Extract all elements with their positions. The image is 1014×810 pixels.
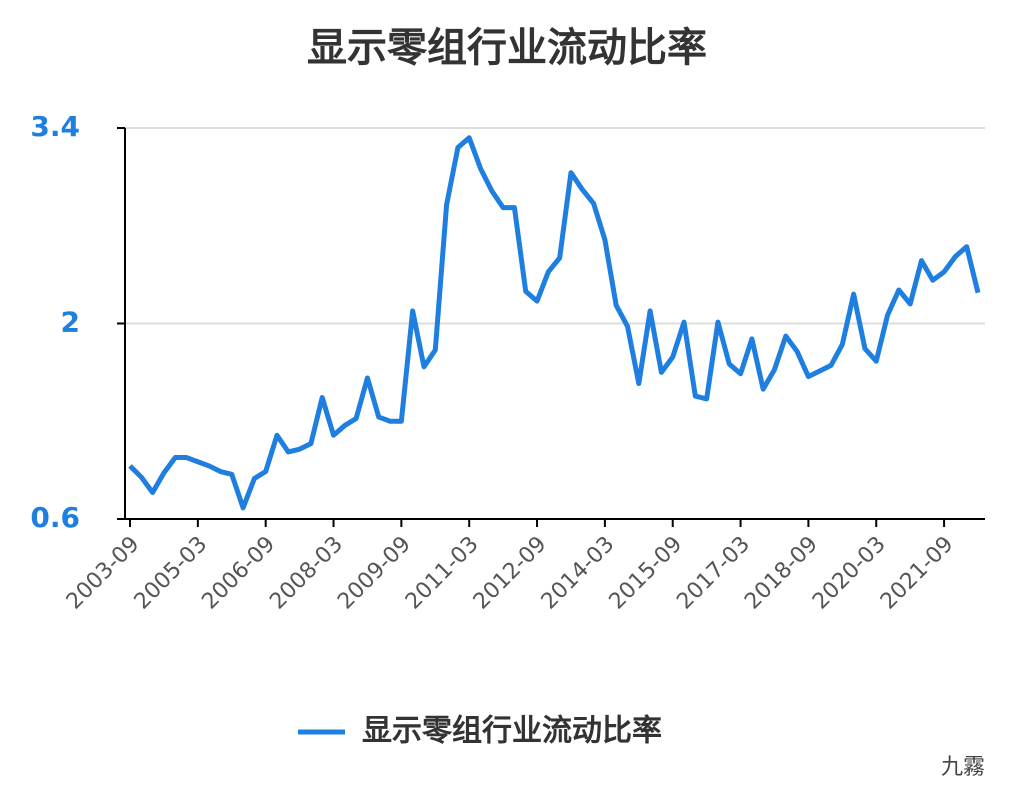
x-tick-label: 2021-09 [876,532,959,615]
x-tick-label: 2015-09 [605,532,688,615]
x-tick-label: 2006-09 [197,532,280,615]
x-tick-label: 2011-03 [401,532,484,615]
x-tick-label: 2012-09 [469,532,552,615]
x-tick-label: 2003-09 [62,532,145,615]
chart-title: 显示零组行业流动比率 [307,25,707,71]
y-tick-label: 2 [61,306,80,339]
line-series [128,135,981,511]
x-tick-label: 2005-03 [130,532,213,615]
watermark: 九霧 [941,755,985,780]
x-tick-label: 2008-03 [265,532,348,615]
legend-label: 显示零组行业流动比率 [362,714,662,749]
x-tick-label: 2020-03 [808,532,891,615]
y-tick-label: 3.4 [30,110,80,143]
x-tick-label: 2018-09 [740,532,823,615]
y-tick-label: 0.6 [30,501,80,534]
x-tick-label: 2014-03 [537,532,620,615]
x-tick-label: 2017-03 [672,532,755,615]
x-tick-label: 2009-09 [333,532,416,615]
